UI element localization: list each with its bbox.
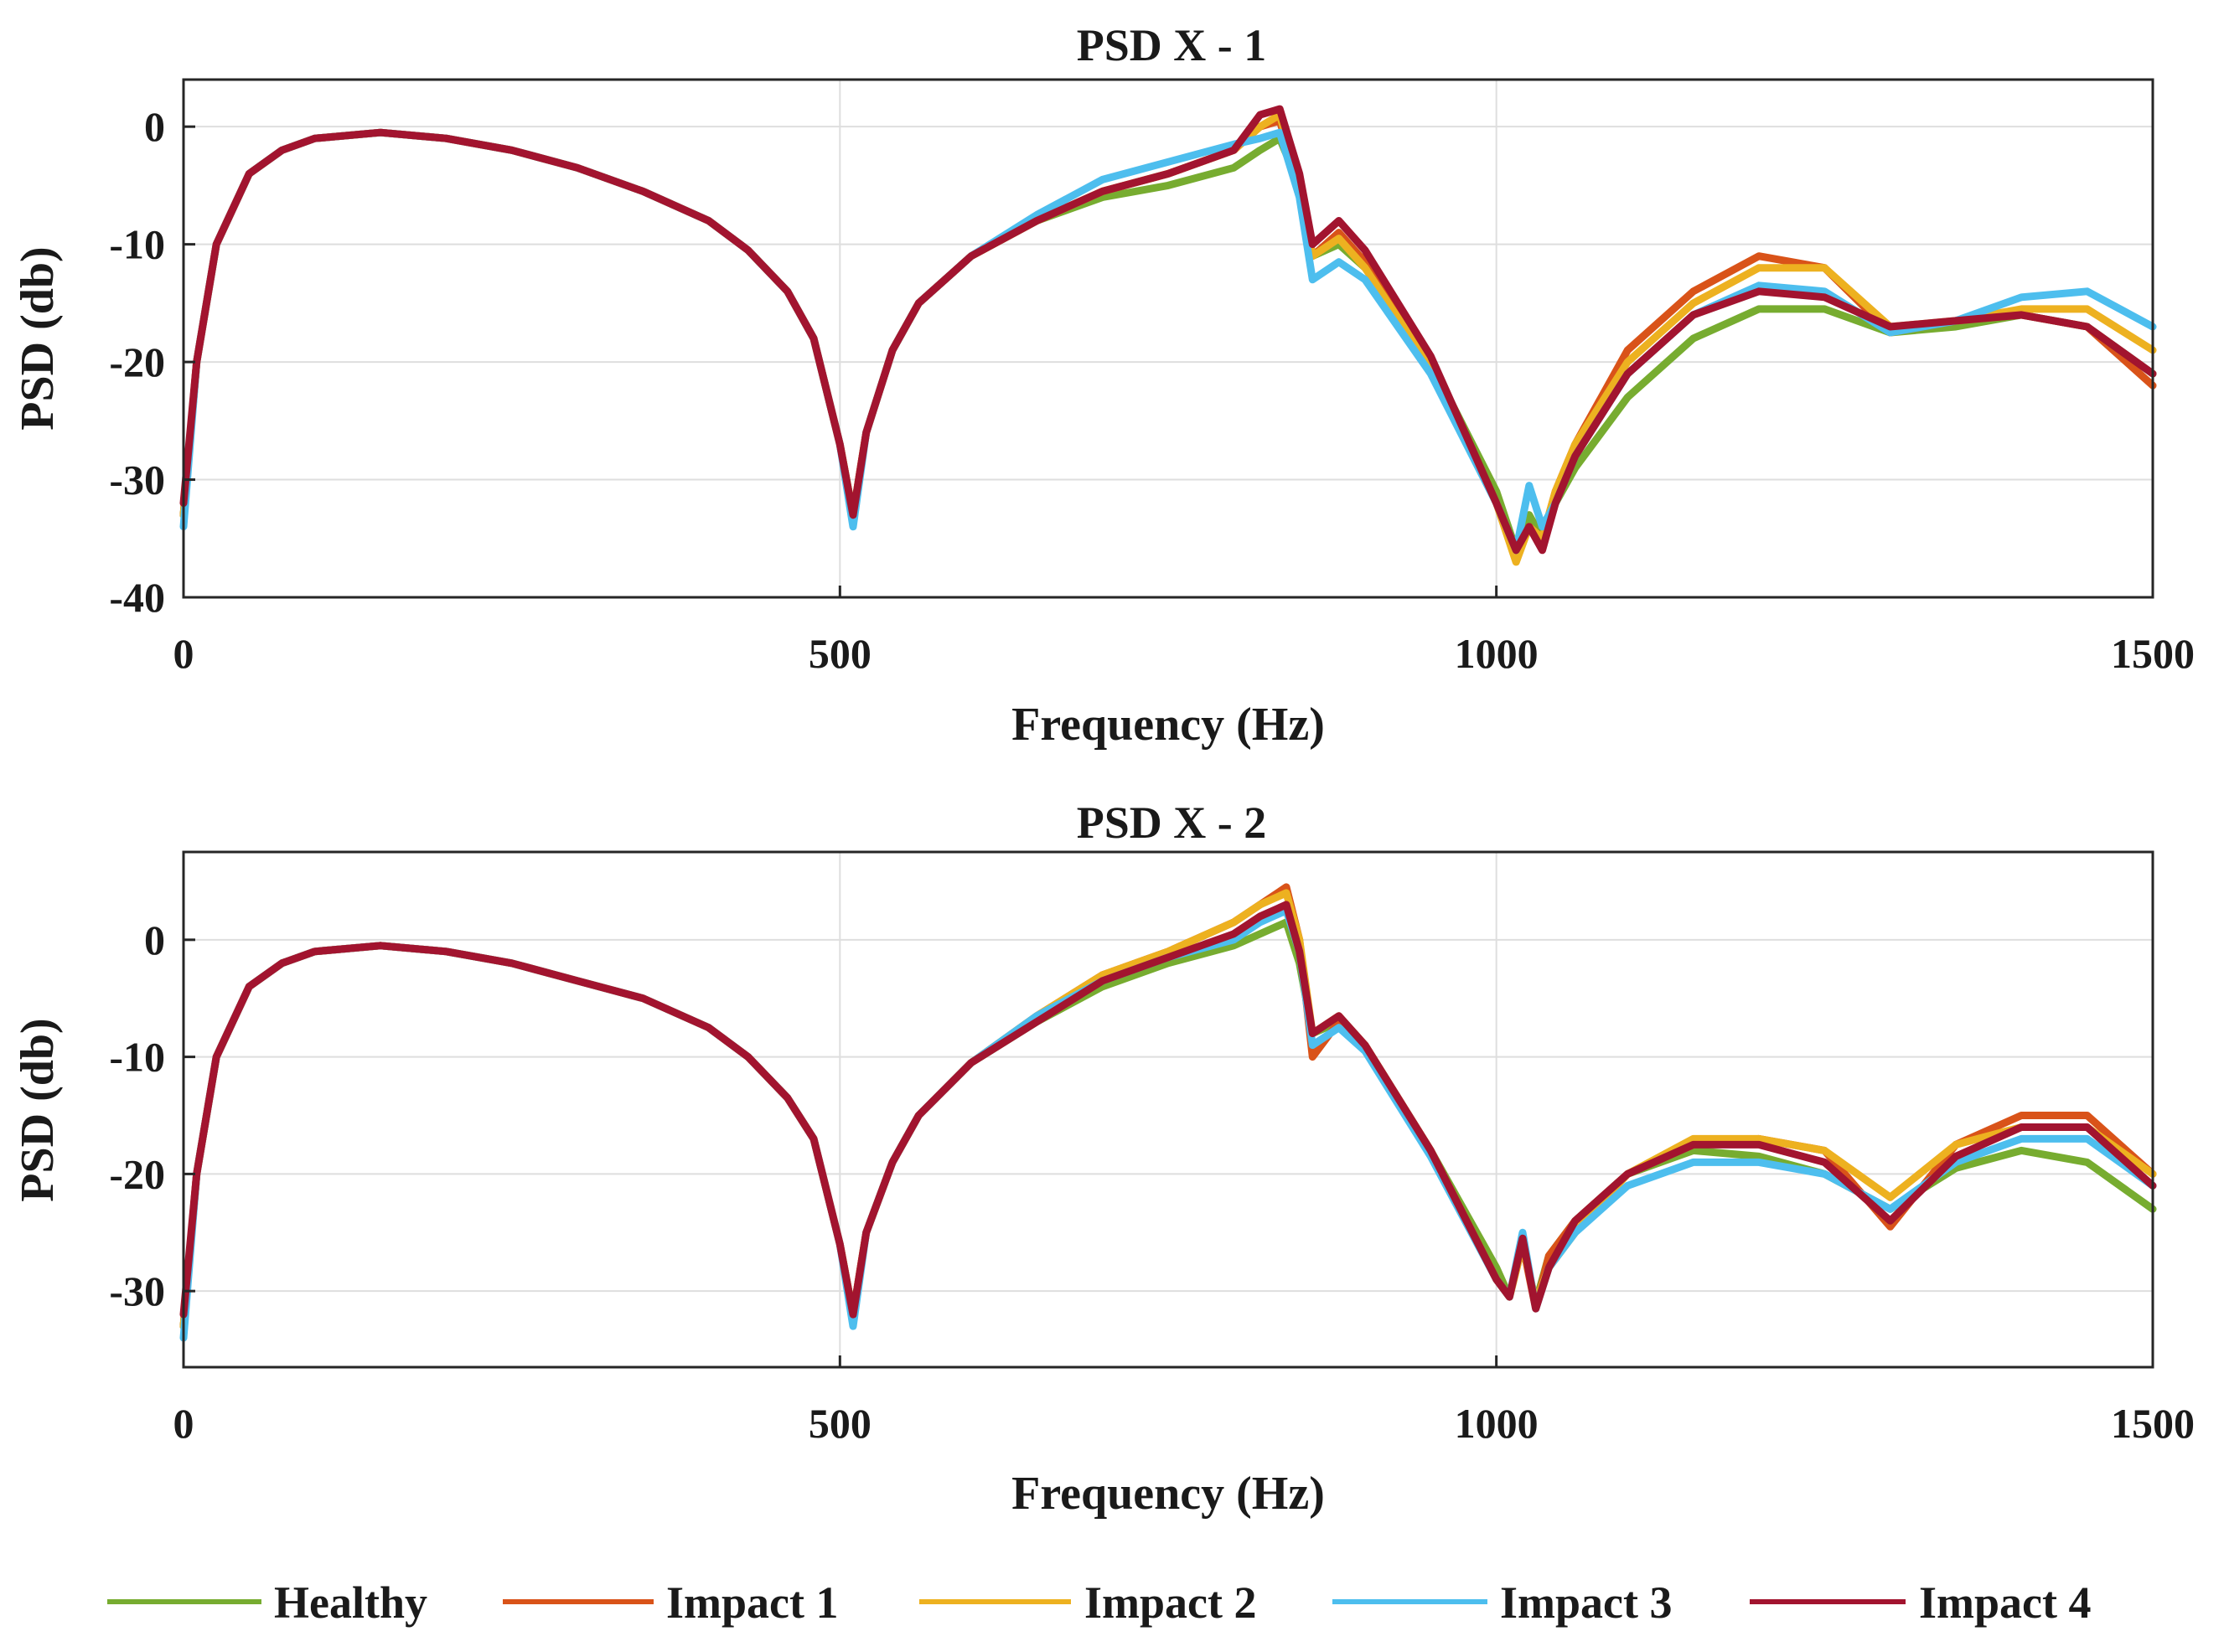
chart-2-ticks: 0 500 1000 1500 0 -10 -20 -30 [109,916,2195,1447]
y-tick-label: -20 [109,1150,165,1197]
legend-item-impact-1: Impact 1 [503,1577,838,1628]
chart-1-lines [179,105,2157,566]
y-tick-label: -10 [109,221,165,268]
x-tick-label: 0 [173,1400,194,1447]
chart-1-x-axis-label: Frequency (Hz) [1011,699,1325,751]
y-tick-label: -40 [109,574,165,621]
chart-2-lines [179,883,2157,1342]
x-tick-label: 0 [173,630,194,677]
chart-2-x-axis-label: Frequency (Hz) [1011,1468,1325,1520]
x-tick-label: 1500 [2111,1400,2195,1447]
x-tick-label: 500 [809,1400,871,1447]
chart-2-y-axis-label: PSD (db) [12,1018,64,1201]
series-line-impact-4 [179,901,2157,1319]
chart-1-y-axis-label: PSD (db) [12,246,64,430]
chart-1-axes-box [182,78,2154,599]
y-tick-label: -30 [109,1267,165,1314]
chart-2-axes-box [182,850,2154,1369]
legend-item-impact-4: Impact 4 [1750,1577,2091,1628]
y-tick-label: -10 [109,1034,165,1081]
psd-chart-1: PSD X - 1 0 500 1000 1500 0 -10 -20 -30 -40 Freq… [12,20,2195,751]
legend-label-impact-1: Impact 1 [666,1577,838,1628]
series-line-impact-4 [179,105,2157,555]
legend-label-impact-4: Impact 4 [1919,1577,2091,1628]
chart-1-title: PSD X - 1 [1077,20,1267,70]
legend-item-impact-2: Impact 2 [919,1577,1256,1628]
x-tick-label: 1500 [2111,630,2195,677]
legend-label-healthy: Healthy [274,1577,427,1628]
y-tick-label: -20 [109,338,165,385]
psd-chart-2: PSD X - 2 0 500 1000 1500 0 -10 -20 -30 Frequen… [12,798,2195,1520]
legend-label-impact-2: Impact 2 [1084,1577,1256,1628]
legend-label-impact-3: Impact 3 [1500,1577,1672,1628]
y-tick-label: 0 [144,103,165,150]
x-tick-label: 500 [809,630,871,677]
x-tick-label: 1000 [1455,1400,1539,1447]
chart-2-title: PSD X - 2 [1077,798,1267,848]
legend-item-healthy: Healthy [107,1577,427,1628]
x-tick-label: 1000 [1455,630,1539,677]
legend: Healthy Impact 1 Impact 2 Impact 3 Impac… [107,1577,2091,1628]
legend-item-impact-3: Impact 3 [1332,1577,1672,1628]
y-tick-label: -30 [109,457,165,503]
chart-1-plot-area [184,80,2153,597]
y-tick-label: 0 [144,916,165,963]
chart-2-plot-area [184,852,2153,1367]
chart-1-ticks: 0 500 1000 1500 0 -10 -20 -30 -40 [109,103,2195,677]
